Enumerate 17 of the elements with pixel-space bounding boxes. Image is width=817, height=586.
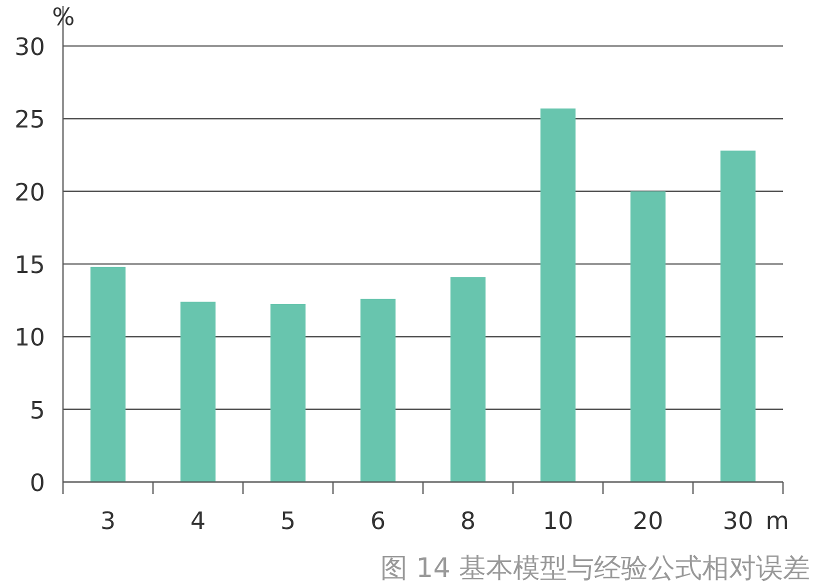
x-tick-label: 30: [722, 507, 754, 535]
x-tick-label: 4: [190, 507, 206, 535]
x-tick-label: 5: [280, 507, 296, 535]
ytick: 20: [14, 178, 45, 206]
x-tick-label: 6: [370, 507, 386, 535]
ytick: 5: [30, 396, 45, 424]
x-tick-label: 10: [542, 507, 574, 535]
x-tick-label: 8: [460, 507, 476, 535]
x-axis-title: m: [766, 507, 789, 535]
ytick: 25: [14, 106, 45, 134]
ytick: 30: [14, 33, 45, 61]
ytick: 0: [30, 469, 45, 497]
text: 图 14 基本模型与经验公式相对误差: [380, 553, 810, 584]
ytick: 15: [14, 251, 45, 279]
x-tick-label: 3: [100, 507, 116, 535]
x-tick-label: 20: [632, 507, 664, 535]
ytick: 10: [14, 324, 45, 352]
